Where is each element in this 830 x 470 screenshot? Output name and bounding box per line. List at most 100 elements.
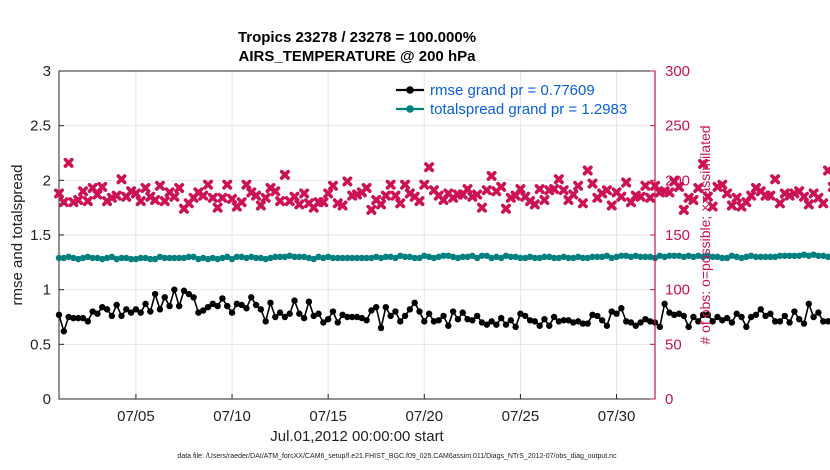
rmse-point (190, 294, 197, 301)
x-tick-label: 07/05 (117, 408, 155, 425)
rmse-point (199, 307, 207, 314)
rmse-point (449, 308, 457, 315)
obs-assimilated-marker (130, 188, 141, 199)
totalspread-point (512, 253, 519, 261)
rmse-point (219, 295, 226, 302)
rmse-point (522, 312, 529, 320)
totalspread-point (699, 253, 707, 261)
rmse-point (771, 318, 779, 325)
totalspread-point (589, 253, 596, 261)
y-tick-label-left: 1.5 (30, 227, 51, 244)
totalspread-point (387, 253, 394, 261)
obs-assimilated-marker (818, 198, 829, 209)
rmse-point (445, 322, 452, 329)
totalspread-point (618, 252, 625, 259)
totalspread-point (171, 254, 178, 262)
totalspread-point (637, 253, 644, 261)
totalspread-point (252, 254, 260, 262)
totalspread-point (368, 254, 375, 262)
totalspread-point (75, 255, 82, 263)
rmse-point (276, 309, 284, 316)
rmse-point (781, 312, 788, 320)
totalspread-point (603, 252, 611, 259)
rmse-point (685, 323, 692, 331)
totalspread-point (627, 253, 635, 261)
axes-layer: 0 0.5 1 1.5 2 2.5 3 0 50 100 150 200 250 300 07/05 07/1… (30, 63, 690, 425)
totalspread-point (373, 253, 380, 261)
rmse-point (70, 314, 77, 322)
obs-assimilated-marker (299, 188, 310, 199)
y-tick-label-right: 100 (665, 282, 690, 299)
rmse-point (747, 313, 755, 321)
rmse-point (517, 310, 524, 317)
rmse-point (387, 312, 394, 320)
legend-totalspread-label: totalspread grand pr = 1.2983 (430, 101, 627, 118)
y-tick-label-left: 0.5 (30, 336, 51, 353)
rmse-point (690, 313, 697, 321)
rmse-point (320, 319, 327, 326)
obs-assimilated-marker (251, 190, 262, 201)
rmse-point (79, 314, 87, 322)
obs-assimilated-marker (222, 179, 233, 190)
obs-assimilated-marker (361, 182, 372, 193)
rmse-point (435, 317, 442, 324)
obs-assimilated-marker (376, 199, 387, 210)
obs-assimilated-marker (476, 202, 487, 213)
totalspread-point (430, 254, 438, 262)
rmse-point (305, 298, 313, 305)
rmse-point (642, 315, 649, 323)
rmse-point (84, 318, 92, 325)
obs-assimilated-marker (746, 190, 757, 201)
obs-assimilated-marker (799, 191, 809, 202)
totalspread-point (315, 253, 322, 261)
rmse-point (272, 313, 279, 321)
obs-assimilated-marker (270, 186, 281, 197)
rmse-point (224, 302, 231, 310)
y-tick-label-left: 1 (43, 282, 51, 299)
totalspread-point (815, 252, 822, 259)
rmse-point (767, 310, 774, 317)
totalspread-point (204, 255, 212, 263)
totalspread-point (820, 252, 827, 259)
obs-assimilated-marker (337, 200, 348, 211)
totalspread-point (824, 253, 830, 261)
rmse-point (257, 306, 265, 313)
totalspread-point (483, 252, 490, 259)
rmse-point (743, 323, 750, 331)
rmse-point (411, 299, 418, 306)
totalspread-point (324, 253, 332, 261)
rmse-point (469, 317, 476, 324)
obs-assimilated-marker (203, 179, 213, 190)
totalspread-point (214, 255, 221, 263)
rmse-point (267, 299, 274, 306)
y-tick-label-left: 0 (43, 391, 51, 408)
rmse-point (646, 318, 654, 325)
rmse-point (714, 313, 721, 321)
rmse-point (719, 317, 726, 324)
rmse-point (704, 311, 712, 319)
rmse-point (502, 321, 510, 328)
obs-assimilated-marker (116, 174, 127, 185)
obs-assimilated-marker (140, 182, 151, 193)
totalspread-point (296, 253, 303, 261)
rmse-point (344, 313, 351, 321)
rmse-point (348, 313, 356, 321)
rmse-point (161, 294, 168, 301)
rmse-point (546, 322, 553, 329)
rmse-point (627, 319, 635, 326)
rmse-point (671, 311, 678, 319)
rmse-point (358, 314, 366, 322)
obs-assimilated-marker (726, 200, 737, 211)
totalspread-point (60, 254, 68, 262)
rmse-point (555, 318, 563, 325)
obs-assimilated-marker (241, 179, 252, 190)
totalspread-point (570, 254, 577, 262)
obs-assimilated-marker (318, 197, 329, 208)
rmse-point (123, 306, 130, 313)
rmse-point (416, 308, 423, 315)
totalspread-point (180, 254, 188, 262)
totalspread-point (743, 253, 750, 261)
rmse-point (377, 324, 385, 332)
rmse-point (786, 319, 793, 326)
obs-assimilated-marker (707, 201, 718, 212)
